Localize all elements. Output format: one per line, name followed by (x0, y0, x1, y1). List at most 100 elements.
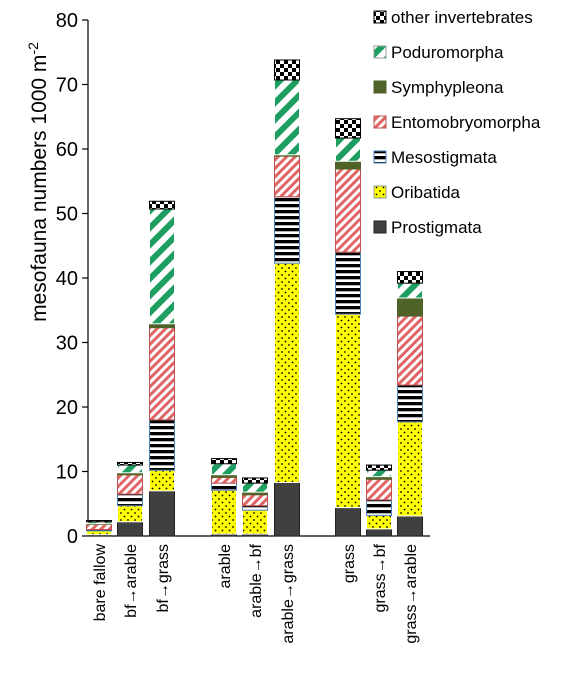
x-axis-labels: bare fallow bf→arable bf→grass arable arable… (92, 543, 420, 643)
bar-segment-arable-to-grass-mesostigmata (274, 196, 300, 264)
y-tick-label-50: 50 (56, 204, 78, 226)
bar-segment-bf-to-arable-oribatida (117, 505, 143, 523)
bar-segment-grass-poduromorpha (335, 137, 361, 162)
legend-label-mesostigmata: Mesostigmata (391, 148, 497, 167)
bar-segment-arable-entomobryomorpha (211, 476, 237, 484)
bar-segment-bf-to-grass-other-invertebrates (149, 200, 175, 210)
bar-stack-arable (211, 458, 237, 537)
legend-label-poduromorpha: Poduromorpha (391, 43, 504, 62)
bar-segment-bf-to-grass-prostigmata (149, 490, 175, 537)
y-axis-title: mesofauna numbers 1000 m-2 (25, 42, 51, 322)
bar-segment-grass-symphypleona (335, 160, 361, 170)
legend: other invertebrates Poduromorpha Symphyple… (373, 8, 541, 237)
legend-label-other-invertebrates: other invertebrates (391, 8, 533, 27)
bar-segment-grass-to-arable-poduromorpha (397, 282, 423, 299)
bars (86, 59, 423, 537)
legend-swatch-other-invertebrates (373, 10, 387, 24)
bar-segment-grass-to-arable-entomobryomorpha (397, 315, 423, 386)
y-tick-label-80: 80 (56, 10, 78, 32)
bar-stack-grass-to-bf (366, 464, 392, 537)
bar-segment-grass-oribatida (335, 313, 361, 509)
x-tick-label-arable-to-grass: arable→grass (280, 544, 297, 644)
bar-stack-grass-to-arable (397, 271, 423, 537)
bar-segment-arable-other-invertebrates (211, 458, 237, 465)
bar-segment-bare-fallow-other-invertebrates (86, 520, 112, 523)
bar-segment-grass-to-bf-mesostigmata (366, 499, 392, 516)
legend-item-oribatida: Oribatida (373, 183, 461, 202)
y-tick-label-70: 70 (56, 75, 78, 97)
bar-segment-arable-mesostigmata (211, 482, 237, 491)
x-tick-label-arable: arable (217, 544, 234, 589)
legend-swatch-mesostigmata (373, 150, 387, 164)
bar-stack-bf-to-arable (117, 461, 143, 537)
bar-segment-bf-to-arable-poduromorpha (117, 464, 143, 474)
bar-segment-bf-to-grass-mesostigmata (149, 419, 175, 471)
bar-segment-grass-to-bf-prostigmata (366, 528, 392, 537)
bar-segment-bf-to-arable-other-invertebrates (117, 461, 143, 466)
bar-stack-bf-to-grass (149, 200, 175, 537)
bar-segment-bf-to-grass-oribatida (149, 469, 175, 492)
bar-segment-arable-to-grass-prostigmata (274, 481, 300, 537)
bar-segment-grass-to-bf-other-invertebrates (366, 464, 392, 471)
x-tick-label-grass-to-arable: grass→arable (403, 544, 420, 644)
bar-segment-bf-to-grass-entomobryomorpha (149, 327, 175, 421)
legend-swatch-prostigmata (373, 220, 387, 234)
y-tick-label-10: 10 (56, 462, 78, 484)
bar-segment-grass-to-arable-mesostigmata (397, 384, 423, 423)
x-tick-label-bare-fallow: bare fallow (92, 544, 109, 622)
bar-segment-arable-to-bf-oribatida (242, 509, 268, 535)
legend-item-prostigmata: Prostigmata (373, 218, 482, 237)
bar-segment-bare-fallow-oribatida (86, 530, 112, 536)
legend-item-poduromorpha: Poduromorpha (373, 43, 504, 62)
y-tick-label-30: 30 (56, 333, 78, 355)
bar-segment-bf-to-arable-prostigmata (117, 521, 143, 537)
legend-item-entomobryomorpha: Entomobryomorpha (373, 113, 541, 132)
bar-segment-grass-to-arable-oribatida (397, 421, 423, 517)
y-axis-title-main: mesofauna numbers 1000 m (28, 55, 51, 322)
bar-segment-grass-to-arable-other-invertebrates (397, 271, 423, 284)
bar-segment-grass-to-bf-entomobryomorpha (366, 478, 392, 501)
bar-stack-arable-to-grass (274, 59, 300, 537)
legend-label-entomobryomorpha: Entomobryomorpha (391, 113, 541, 132)
legend-label-oribatida: Oribatida (391, 183, 461, 202)
legend-item-symphypleona: Symphypleona (373, 78, 504, 97)
bar-segment-arable-to-bf-other-invertebrates (242, 477, 268, 484)
y-axis: 0 10 20 30 40 50 60 70 80 (56, 10, 430, 548)
bar-segment-arable-poduromorpha (211, 463, 237, 476)
bar-segment-grass-other-invertebrates (335, 118, 361, 139)
bar-segment-arable-to-bf-mesostigmata (242, 505, 268, 511)
bar-segment-bf-to-arable-mesostigmata (117, 493, 143, 507)
bar-segment-arable-to-bf-entomobryomorpha (242, 494, 268, 507)
bar-segment-arable-to-bf-poduromorpha (242, 482, 268, 493)
legend-swatch-entomobryomorpha (373, 115, 387, 129)
y-axis-title-superscript: -2 (25, 42, 41, 55)
x-tick-label-grass: grass (341, 544, 358, 583)
bar-segment-arable-oribatida (211, 489, 237, 535)
bar-segment-grass-to-bf-poduromorpha (366, 469, 392, 478)
bar-segment-arable-to-grass-other-invertebrates (274, 59, 300, 81)
legend-swatch-oribatida (373, 185, 387, 199)
x-tick-label-grass-to-bf: grass→bf (372, 543, 389, 612)
bar-segment-grass-entomobryomorpha (335, 168, 361, 253)
legend-label-prostigmata: Prostigmata (391, 218, 482, 237)
bar-segment-grass-mesostigmata (335, 251, 361, 315)
bar-segment-bare-fallow-entomobryomorpha (86, 523, 112, 531)
x-tick-label-bf-to-grass: bf→grass (155, 544, 172, 612)
bar-stack-grass (335, 118, 361, 537)
legend-label-symphypleona: Symphypleona (391, 78, 504, 97)
bar-stack-arable-to-bf (242, 477, 268, 537)
bar-segment-grass-to-arable-prostigmata (397, 515, 423, 537)
bar-segment-arable-to-grass-entomobryomorpha (274, 155, 300, 198)
bar-segment-grass-prostigmata (335, 507, 361, 537)
y-tick-label-40: 40 (56, 268, 78, 290)
bar-segment-arable-to-grass-poduromorpha (274, 79, 300, 156)
y-tick-label-0: 0 (67, 526, 78, 548)
bar-segment-arable-to-grass-oribatida (274, 262, 300, 483)
y-tick-label-20: 20 (56, 397, 78, 419)
bar-stack-bare-fallow (86, 520, 112, 537)
legend-item-other-invertebrates: other invertebrates (373, 8, 533, 27)
legend-item-mesostigmata: Mesostigmata (373, 148, 497, 167)
bar-segment-grass-to-arable-symphypleona (397, 297, 423, 317)
